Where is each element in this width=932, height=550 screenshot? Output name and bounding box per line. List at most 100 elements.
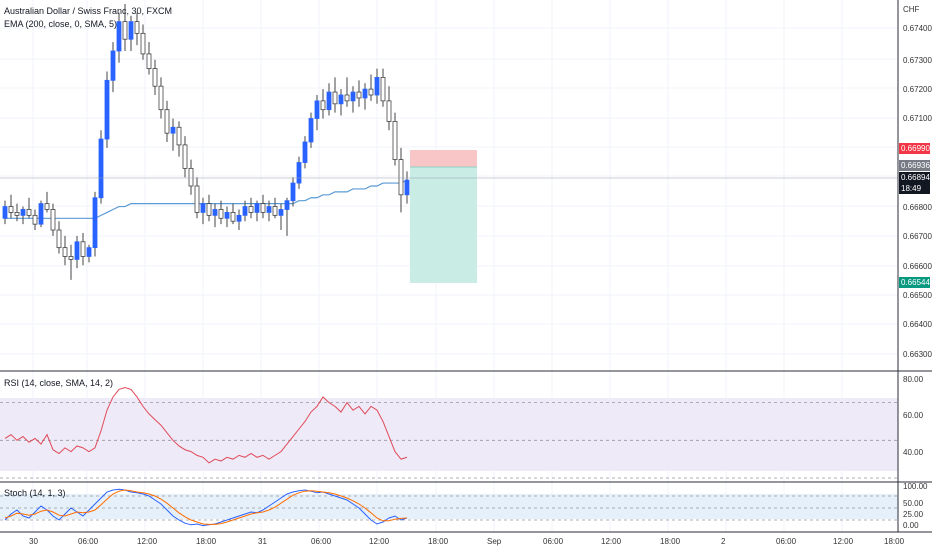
candle-body [80, 241, 86, 257]
stoch-tick: 0.00 [903, 521, 919, 530]
candle-body [128, 21, 134, 40]
candle-body [314, 100, 320, 119]
rsi-layer [0, 387, 898, 479]
candle-body [68, 256, 74, 260]
candle-body [368, 88, 374, 96]
rsi-legend[interactable]: RSI (14, close, SMA, 14, 2) [4, 378, 114, 388]
candle-body [278, 209, 284, 216]
last-price-tag: 0.66894 [899, 172, 930, 183]
rsi-tick: 60.00 [903, 411, 924, 420]
candle-body [44, 203, 50, 210]
time-tick: 31 [258, 537, 267, 546]
ema-line-layer [5, 179, 408, 219]
target-price-tag: 0.66544 [899, 277, 930, 288]
price-tick: 0.67300 [903, 56, 932, 65]
candle-body [266, 206, 272, 213]
candle-body [104, 79, 110, 140]
price-tick: 0.66600 [903, 262, 932, 271]
candle-body [350, 91, 356, 102]
candle-body [86, 247, 92, 257]
candle-body [188, 167, 194, 187]
symbol-legend[interactable]: Australian Dollar / Swiss Franc, 30, FXC… [4, 6, 173, 16]
candle-body [8, 206, 14, 213]
time-tick: 12:00 [601, 537, 622, 546]
candle-body [212, 209, 218, 216]
candle-body [200, 203, 206, 213]
candle-body [26, 209, 32, 216]
stop-price-tag: 0.66990 [899, 143, 930, 154]
time-tick: Sep [487, 537, 502, 546]
candle-body [116, 21, 122, 52]
price-tick: 0.66500 [903, 291, 932, 300]
stoch-layer [0, 488, 898, 527]
rsi-tick: 40.00 [903, 448, 924, 457]
candle-body [218, 209, 224, 219]
candle-body [380, 76, 386, 102]
stoch-tick: 50.00 [903, 499, 924, 508]
candle-body [50, 209, 56, 231]
candle-body [194, 185, 200, 213]
candle-body [206, 203, 212, 216]
candle-body [338, 94, 344, 105]
candle-body [320, 100, 326, 111]
candle-body [56, 229, 62, 249]
candle-body [344, 94, 350, 102]
time-tick: 06:00 [776, 537, 797, 546]
price-tick: 0.67100 [903, 114, 932, 123]
candle-body [110, 50, 116, 81]
take-profit-zone[interactable] [410, 167, 477, 283]
stoch-legend[interactable]: Stoch (14, 1, 3) [4, 488, 66, 498]
time-tick: 06:00 [78, 537, 99, 546]
ema-line [5, 179, 408, 219]
candle-body [74, 241, 80, 260]
candle-body [224, 212, 230, 219]
candle-body [122, 21, 128, 40]
candle-body [38, 203, 44, 225]
entry-price-tag: 0.66936 [899, 160, 930, 171]
rsi-tick: 80.00 [903, 375, 924, 384]
candle-body [404, 179, 410, 196]
stoch-d-line [4, 489, 408, 525]
candle-body [398, 159, 404, 196]
candle-body [356, 91, 362, 99]
candle-body [134, 21, 140, 34]
candle-body [146, 53, 152, 69]
stoch-tick: 25.00 [903, 510, 924, 519]
candle-body [374, 76, 380, 96]
price-tick: 0.67400 [903, 24, 932, 33]
candle-body [248, 206, 254, 213]
price-tick: 0.67200 [903, 85, 932, 94]
candle-body [326, 91, 332, 111]
time-tick: 18:00 [428, 537, 449, 546]
stoch-tick: 100.00 [903, 482, 928, 491]
candle-body [242, 206, 248, 216]
price-tick: 0.66400 [903, 320, 932, 329]
time-tick: 12:00 [369, 537, 390, 546]
price-tick: 0.66700 [903, 232, 932, 241]
candle-body [140, 32, 146, 55]
candle-body [14, 212, 20, 216]
time-tick: 18:00 [196, 537, 217, 546]
candle-body [62, 247, 68, 257]
rsi-band [0, 398, 898, 471]
candle-body [272, 206, 278, 216]
candle-body [152, 68, 158, 87]
candle-body [302, 141, 308, 163]
time-tick: 12:00 [833, 537, 854, 546]
candle-body [332, 91, 338, 105]
candle-body [284, 200, 290, 210]
candle-body [92, 197, 98, 249]
stop-loss-zone[interactable] [410, 150, 477, 167]
candle-body [290, 182, 296, 202]
candle-body [164, 109, 170, 134]
candle-body [2, 206, 8, 219]
ema-legend[interactable]: EMA (200, close, 0, SMA, 5) [4, 19, 118, 29]
bar-countdown-tag: 18:49 [899, 183, 930, 194]
candle-body [32, 214, 38, 225]
candle-body [236, 214, 242, 222]
candle-body [260, 203, 266, 213]
price-tick: 0.66300 [903, 350, 932, 359]
time-tick: 18:00 [884, 537, 905, 546]
currency-label: CHF [903, 5, 920, 14]
